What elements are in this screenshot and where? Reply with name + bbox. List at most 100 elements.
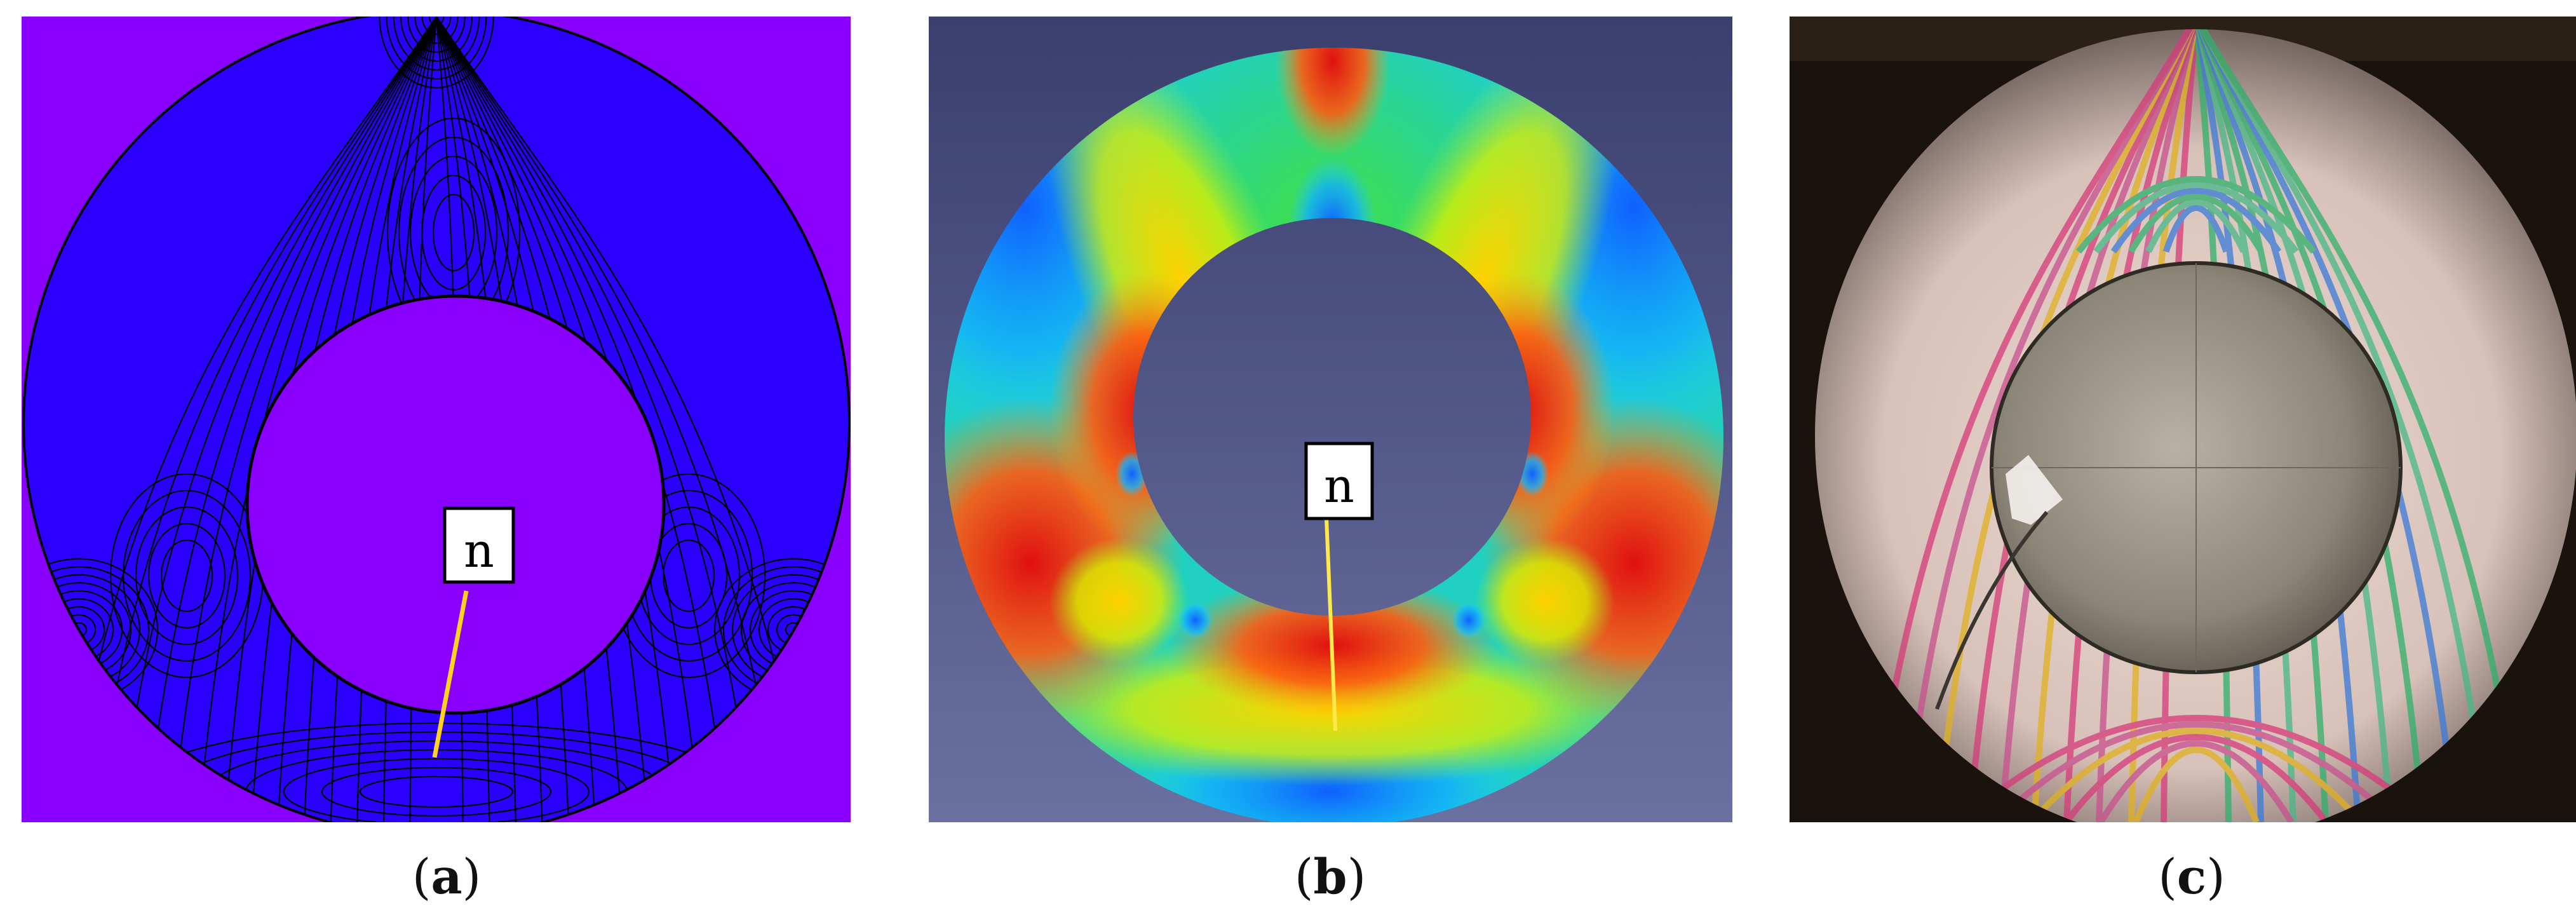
panel-a-contour-plot: n — [22, 17, 851, 822]
fringe-band — [2162, 205, 2230, 253]
contour-line — [637, 506, 741, 646]
caption-b-close: ) — [1347, 848, 1366, 905]
contour-line — [776, 614, 811, 646]
n-label: n — [464, 524, 494, 578]
caption-b-letter: b — [1313, 848, 1347, 905]
fringe-band — [2193, 17, 2426, 822]
contour-line — [414, 17, 459, 44]
contour-line — [109, 473, 264, 679]
caption-a-open: ( — [412, 848, 431, 905]
contour-line — [722, 566, 851, 694]
fringe-band — [2145, 199, 2247, 254]
fringe-band — [1869, 17, 2199, 822]
caption-b-open: ( — [1294, 848, 1314, 905]
contour-line — [611, 473, 766, 679]
fringe-band — [1966, 17, 2199, 822]
contour-line — [250, 17, 438, 822]
contour-line — [393, 17, 480, 71]
outer-boundary — [22, 17, 851, 822]
fringe-band — [2133, 747, 2260, 822]
contour-line — [624, 489, 753, 662]
contour-line — [65, 17, 437, 822]
contour-line — [409, 17, 438, 822]
contour-line — [428, 17, 445, 27]
contour-line — [758, 598, 829, 661]
contour-line — [61, 614, 97, 646]
contour-line — [421, 17, 452, 36]
contour-line — [435, 17, 623, 822]
contour-line — [435, 17, 490, 822]
caption-c-open: ( — [2158, 848, 2177, 905]
contour-line — [436, 17, 807, 822]
fringe-band — [2110, 187, 2282, 254]
contour-line — [198, 17, 437, 822]
contour-line — [122, 489, 252, 662]
contour-line — [171, 17, 437, 822]
fringe-band — [2098, 740, 2295, 822]
caption-c-close: ) — [2206, 848, 2225, 905]
fea-map-svg: n — [929, 17, 1732, 822]
contour-line — [169, 731, 704, 822]
contour-line — [409, 155, 498, 310]
annulus-stress-field — [929, 17, 1732, 822]
contour-line — [785, 622, 802, 637]
contour-line — [407, 17, 466, 53]
cable — [1935, 511, 2049, 710]
caption-a-letter: a — [431, 848, 462, 905]
contour-line — [731, 574, 851, 686]
annulus-region — [22, 17, 851, 822]
contour-line — [386, 117, 521, 348]
contour-line — [386, 17, 487, 80]
photo-svg — [1790, 17, 2576, 822]
contour-line — [436, 17, 702, 822]
normal-direction-line — [432, 590, 469, 758]
glare-reflection — [2006, 455, 2063, 525]
contour-line — [382, 17, 438, 822]
contour-line — [147, 522, 226, 629]
contour-line — [131, 722, 742, 822]
contour-line — [330, 17, 438, 822]
contour-line — [25, 582, 132, 677]
contour-line — [435, 17, 596, 822]
contour-line — [135, 506, 239, 646]
fringe-band — [2193, 17, 2523, 822]
contour-line — [277, 17, 438, 822]
contour-line — [43, 598, 114, 661]
contour-line — [713, 558, 851, 702]
caption-b: (b) — [1235, 848, 1426, 905]
contour-line — [70, 622, 88, 637]
inner-boundary — [245, 294, 666, 715]
contour-line — [52, 606, 105, 654]
contour-line — [22, 574, 141, 686]
contour-line — [435, 17, 543, 822]
contour-line — [118, 17, 437, 822]
contour-line — [740, 582, 847, 677]
fringe-band — [2076, 176, 2316, 254]
fringe-band — [2128, 193, 2264, 254]
contour-line — [435, 17, 464, 822]
contour-line — [767, 606, 820, 654]
contour-line — [400, 17, 473, 62]
fringe-band — [2093, 182, 2299, 254]
caption-c-letter: c — [2176, 848, 2207, 905]
contour-line — [160, 539, 213, 613]
n-label: n — [1324, 459, 1354, 513]
fringe-band — [1993, 721, 2399, 822]
contour-plot-svg: n — [22, 17, 851, 822]
contour-line — [224, 17, 437, 822]
fringe-band — [1959, 715, 2434, 822]
contour-line — [22, 558, 159, 702]
fringe-band — [2028, 728, 2364, 822]
contour-line — [379, 17, 494, 89]
contour-line — [436, 17, 781, 822]
contour-line — [436, 17, 755, 822]
caption-a: (a) — [351, 848, 542, 905]
caption-a-close: ) — [462, 848, 482, 905]
contour-line — [421, 174, 487, 291]
contour-line — [145, 17, 437, 822]
panel-b-fea-map: n — [929, 17, 1732, 822]
contour-line — [321, 766, 552, 817]
contour-line — [359, 775, 514, 808]
contour-line — [432, 193, 475, 272]
contour-line — [749, 590, 838, 670]
